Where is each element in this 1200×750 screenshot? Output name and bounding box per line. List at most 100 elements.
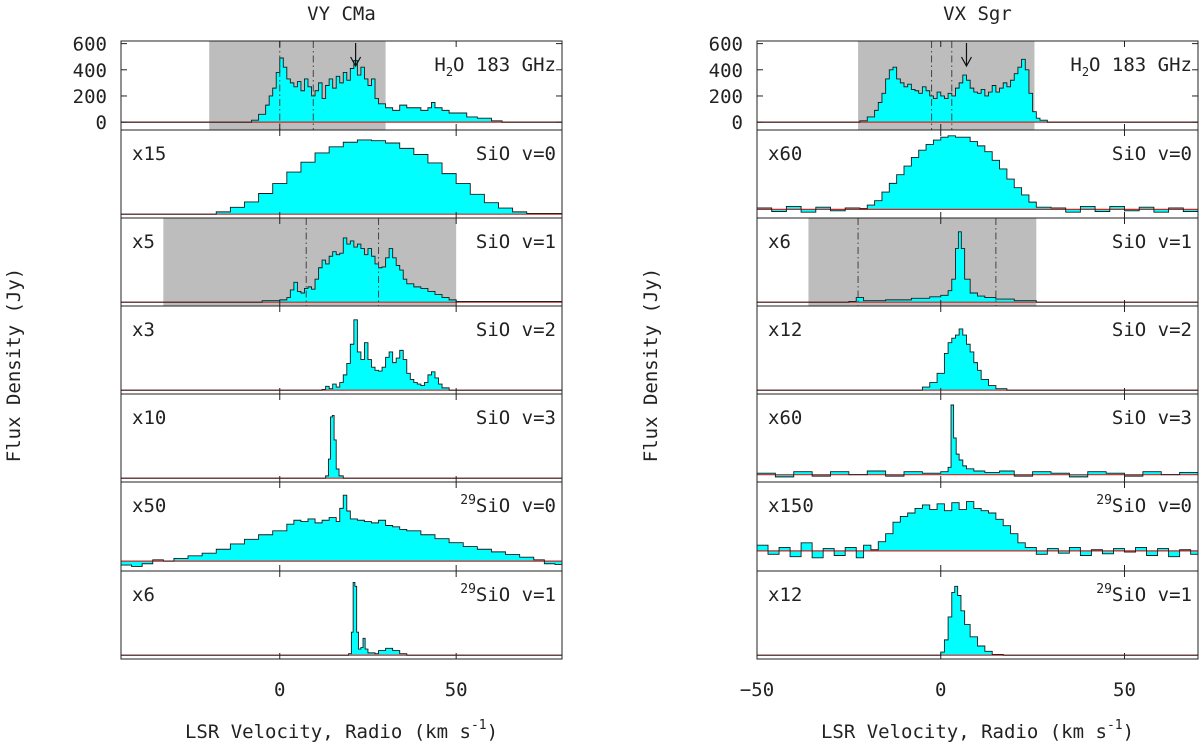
panel-h2o: 0 200 400 600 H2O 183 GHz [709, 34, 1199, 134]
molecule-name: H [434, 54, 445, 76]
y-tick-label: 600 [709, 34, 743, 56]
transition-label: SiO v=3 [476, 407, 556, 429]
panel-plot-area [121, 139, 562, 215]
x-tick-label: 50 [1113, 679, 1136, 701]
transition-label: 29SiO v=0 [460, 493, 556, 517]
transition-label: 29SiO v=1 [1096, 582, 1192, 606]
transition-name: v=3 [1146, 407, 1192, 429]
spectrum-line [757, 404, 1198, 478]
molecule-subscript: 2 [446, 65, 453, 79]
multiplier-label: x12 [768, 319, 802, 341]
panel-plot-area [757, 218, 1198, 306]
molecule-name: SiO [476, 584, 510, 606]
isotope-superscript: 29 [460, 493, 476, 508]
transition-name: v=3 [510, 407, 556, 429]
panel-plot-area [757, 501, 1198, 559]
multiplier-label: x60 [768, 407, 802, 429]
spectrum-fill [121, 139, 562, 215]
panel-plot-area [121, 582, 562, 656]
transition-name: O 183 GHz [453, 54, 556, 76]
x-axis-label-close: ) [1123, 721, 1134, 743]
panel-sio2: x3 SiO v=2 [120, 305, 563, 395]
transition-name: v=2 [510, 319, 556, 341]
chart-0: VY CMa 0 200 400 600 H2O 183 GHz x15 SiO v=0 x5 S… [3, 3, 563, 743]
panel-plot-area [757, 135, 1198, 213]
molecule-name: SiO [1112, 584, 1146, 606]
y-tick-label: 400 [709, 60, 743, 82]
panel-29sio0: x50 29SiO v=0 [120, 481, 563, 572]
transition-name: v=0 [1146, 495, 1192, 517]
molecule-name: SiO [1112, 495, 1146, 517]
molecule-name: SiO [1112, 231, 1146, 253]
spectrum-line [121, 139, 562, 215]
x-axis-label-main: LSR Velocity, Radio (km s [185, 721, 471, 743]
x-axis-label-close: ) [487, 721, 498, 743]
multiplier-label: x3 [132, 319, 155, 341]
multiplier-label: x6 [768, 231, 791, 253]
y-tick-label: 200 [73, 86, 107, 108]
spectrum-fill [757, 59, 1198, 123]
molecule-name: SiO [476, 495, 510, 517]
spectrum-line [757, 231, 1198, 303]
molecule-name: SiO [476, 407, 510, 429]
x-axis-label: LSR Velocity, Radio (km s-1) [185, 718, 498, 743]
transition-name: v=0 [510, 143, 556, 165]
spectrum-line [757, 501, 1198, 559]
x-axis-label: LSR Velocity, Radio (km s-1) [821, 718, 1134, 743]
panel-h2o: 0 200 400 600 H2O 183 GHz [73, 34, 563, 134]
x-axis-label-sup: -1 [471, 718, 487, 733]
arrow-head [350, 56, 362, 68]
y-tick-label: 0 [96, 112, 107, 134]
panel-sio2: x12 SiO v=2 [756, 305, 1199, 395]
transition-label: H2O 183 GHz [1070, 54, 1192, 79]
transition-name: v=1 [510, 584, 556, 606]
transition-label: SiO v=0 [1112, 143, 1192, 165]
transition-label: SiO v=0 [476, 143, 556, 165]
y-tick-label: 600 [73, 34, 107, 56]
molecule-subscript: 2 [1082, 65, 1089, 79]
panel-sio0: x15 SiO v=0 [120, 129, 563, 219]
x-axis-label-main: LSR Velocity, Radio (km s [821, 721, 1107, 743]
multiplier-label: x5 [132, 231, 155, 253]
transition-name: v=0 [1146, 143, 1192, 165]
panel-plot-area [121, 494, 562, 567]
spectrum-line [121, 414, 562, 479]
x-tick-label: 0 [935, 679, 946, 701]
multiplier-label: x150 [768, 495, 814, 517]
transition-label: SiO v=2 [1112, 319, 1192, 341]
isotope-superscript: 29 [1096, 582, 1112, 597]
multiplier-label: x6 [132, 584, 155, 606]
transition-label: SiO v=2 [476, 319, 556, 341]
transition-name: O 183 GHz [1089, 54, 1192, 76]
panel-29sio1: x12 29SiO v=1 [756, 570, 1199, 660]
molecule-name: SiO [1112, 143, 1146, 165]
panel-sio0: x60 SiO v=0 [756, 129, 1199, 219]
spectrum-line [757, 585, 1198, 656]
transition-name: v=1 [1146, 231, 1192, 253]
panel-frame [120, 570, 563, 660]
panel-plot-area [121, 218, 562, 306]
multiplier-label: x60 [768, 143, 802, 165]
molecule-name: SiO [476, 143, 510, 165]
isotope-superscript: 29 [460, 582, 476, 597]
molecule-name: SiO [476, 231, 510, 253]
x-tick-label: 50 [445, 679, 468, 701]
spectrum-line [121, 57, 562, 123]
panel-plot-area [757, 41, 1198, 130]
y-axis-label: Flux Density (Jy) [3, 268, 25, 462]
transition-label: SiO v=3 [1112, 407, 1192, 429]
panel-29sio0: x150 29SiO v=0 [756, 481, 1199, 572]
transition-label: SiO v=1 [1112, 231, 1192, 253]
molecule-name: SiO [1112, 407, 1146, 429]
panel-plot-area [757, 404, 1198, 478]
chart-1: VX Sgr 0 200 400 600 H2O 183 GHz x60 SiO v=0 x6 S… [640, 3, 1199, 743]
panel-plot-area [121, 414, 562, 479]
multiplier-label: x50 [132, 495, 166, 517]
chart-title: VY CMa [307, 3, 376, 25]
spectrum-fill [121, 237, 562, 303]
multiplier-label: x10 [132, 407, 166, 429]
transition-label: H2O 183 GHz [434, 54, 556, 79]
spectrum-line [121, 237, 562, 303]
x-tick-label: 0 [274, 679, 285, 701]
